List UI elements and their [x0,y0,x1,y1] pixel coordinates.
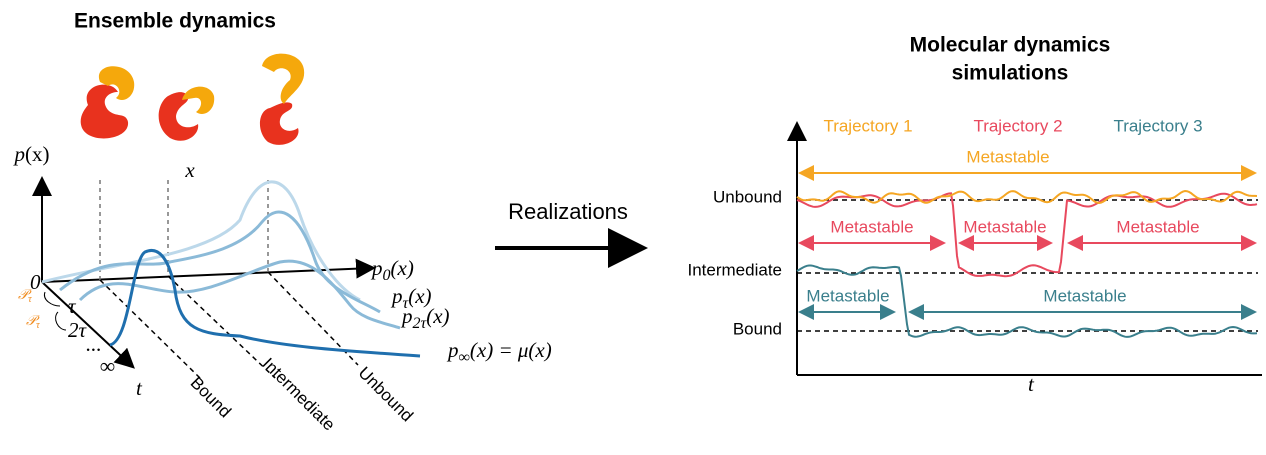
label-part: p [13,142,26,166]
realizations-label: Realizations [508,199,628,224]
diagram: Ensemble dynamics p(x) x 0 p0(x) pτ(x) p… [0,0,1266,450]
trajectories [797,191,1257,337]
metastable-label: Metastable [963,217,1046,236]
metastable-label: Metastable [830,217,913,236]
curve-label: p∞(x) = μ(x) [446,338,552,366]
label-part: 0 [383,267,391,284]
x-label: x [184,158,195,182]
label-part: (x) [25,142,50,166]
label-part: ∞ [459,349,470,366]
trajectory-label: Trajectory 2 [973,116,1062,135]
left-title: Ensemble dynamics [74,10,276,33]
label-part: (x) [426,304,449,328]
time-tick: ∞ [100,354,115,378]
metastable-label: Metastable [1043,286,1126,305]
right-title: Molecular dynamics [910,34,1111,57]
time-tick: ... [86,332,102,356]
state-label: Unbound [713,187,782,206]
state-lines [100,272,358,378]
operator: 𝒫τ [26,314,40,331]
label-part: p [390,284,403,308]
metastable-label: Metastable [1116,217,1199,236]
label-part: τ [28,294,32,305]
metastable-label: Metastable [806,286,889,305]
y-label: p(x) [13,142,50,166]
state-label: Bound [733,319,782,338]
label-part: p [446,338,459,362]
state-label: Intermediate [688,260,783,279]
state-label: Bound [187,373,235,421]
time-label: t [136,376,143,400]
state-label: Unbound [355,363,417,425]
curve-label: p2τ(x) [400,304,450,332]
time-tick: 2τ [68,318,88,342]
label-part: p [370,256,383,280]
trajectory [797,191,1257,203]
label-part: (x) [391,256,414,280]
trajectory-label: Trajectory 3 [1113,116,1202,135]
protein-shapes [81,54,304,145]
label-part: (x) = μ(x) [470,338,552,362]
origin: 0 [30,270,41,294]
label-part: p [400,304,413,328]
operator-arrows [44,292,66,330]
guides [100,180,268,282]
trajectory-label: Trajectory 1 [823,116,912,135]
curve-label: p0(x) [370,256,414,284]
state-label: Intermediate [259,354,339,434]
metastable-label: Metastable [966,147,1049,166]
right-title: simulations [952,62,1069,85]
label-part: τ [36,320,40,331]
